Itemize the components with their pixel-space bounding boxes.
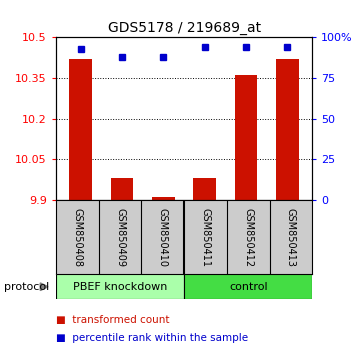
Bar [235,75,257,200]
Text: ■  percentile rank within the sample: ■ percentile rank within the sample [56,333,248,343]
Text: GSM850409: GSM850409 [115,208,125,267]
Text: control: control [229,282,268,292]
Bar [276,59,299,200]
Title: GDS5178 / 219689_at: GDS5178 / 219689_at [108,21,261,35]
Bar [69,59,92,200]
Bar [193,178,216,200]
Text: protocol: protocol [4,282,49,292]
Bar [56,274,184,299]
Text: GSM850410: GSM850410 [158,208,168,267]
Text: GSM850408: GSM850408 [72,208,82,267]
Text: GSM850413: GSM850413 [286,208,296,267]
Text: PBEF knockdown: PBEF knockdown [73,282,167,292]
Bar [152,197,175,200]
Bar [184,274,312,299]
Text: ■  transformed count: ■ transformed count [56,315,169,325]
Text: GSM850411: GSM850411 [200,208,210,267]
Text: GSM850412: GSM850412 [243,207,253,267]
Bar [111,178,134,200]
